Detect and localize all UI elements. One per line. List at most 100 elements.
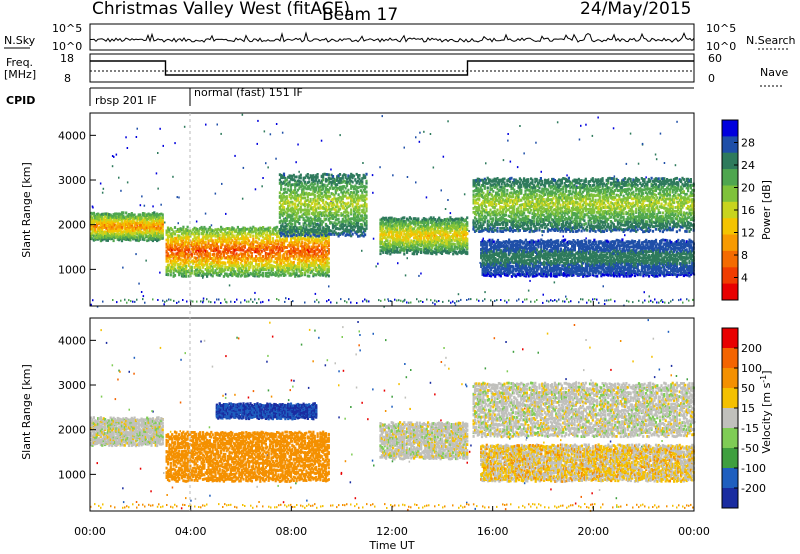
noise-point	[178, 222, 180, 224]
echo-cell	[296, 226, 298, 229]
echo-cell	[294, 203, 296, 206]
clutter-point	[506, 301, 508, 303]
echo-cell	[284, 274, 286, 277]
clutter-point	[142, 298, 144, 300]
clutter-point	[116, 301, 118, 303]
clutter-point	[278, 299, 280, 301]
echo-cell	[276, 226, 278, 229]
noise-point	[415, 136, 417, 138]
echo-cell	[191, 272, 193, 275]
noise-point	[184, 126, 186, 128]
echo-cell	[352, 195, 354, 198]
clutter-point	[292, 300, 294, 302]
echo-cell	[310, 235, 312, 238]
echo-cell	[403, 253, 405, 256]
clutter-point	[558, 299, 560, 301]
echo-cell	[342, 177, 344, 180]
cpid-label: CPID	[6, 94, 35, 107]
echo-cell	[258, 238, 260, 241]
station-title: Christmas Valley West (fitACF)	[92, 0, 350, 19]
echo-cell	[304, 181, 306, 184]
noise-point	[483, 238, 485, 240]
noise-point	[136, 136, 138, 138]
clutter-point	[692, 299, 694, 301]
clutter-point	[548, 301, 550, 303]
nsearch-axis-top: 10^5	[706, 22, 736, 35]
freq-axis-bottom: 8	[64, 72, 71, 85]
echo-cell	[199, 266, 201, 269]
clutter-point	[226, 301, 228, 303]
echo-cell	[338, 193, 340, 196]
clutter-point	[420, 300, 422, 302]
clutter-point	[268, 299, 270, 301]
clutter-point	[504, 300, 506, 302]
clutter-point	[578, 301, 580, 303]
clutter-point	[346, 301, 348, 303]
echo-cell	[122, 211, 124, 214]
echo-cell	[364, 233, 366, 236]
clutter-point	[364, 299, 366, 301]
noise-point	[243, 167, 245, 169]
echo-cell	[345, 174, 347, 177]
echo-cell	[171, 235, 173, 238]
echo-cell	[403, 216, 405, 219]
noise-point	[242, 198, 244, 200]
noise-point	[267, 166, 269, 168]
noise-point	[276, 123, 278, 125]
clutter-point	[478, 300, 480, 302]
echo-cell	[254, 266, 256, 269]
clutter-point	[182, 299, 184, 301]
echo-cell	[249, 234, 251, 237]
echo-cell	[279, 216, 281, 219]
noise-point	[141, 291, 143, 293]
noise-point	[215, 193, 217, 195]
echo-cell	[191, 266, 193, 269]
clutter-point	[658, 302, 660, 304]
clutter-point	[144, 302, 146, 304]
noise-point	[297, 144, 299, 146]
echo-cell	[365, 215, 367, 218]
echo-cell	[322, 199, 324, 202]
clutter-point	[220, 302, 222, 304]
echo-cell	[301, 272, 303, 275]
echo-cell	[325, 251, 327, 254]
echo-cell	[314, 264, 316, 267]
echo-cell	[328, 270, 330, 273]
noise-point	[675, 164, 677, 166]
echo-cell	[382, 251, 384, 254]
noise-point	[141, 195, 143, 197]
echo-cell	[365, 180, 367, 183]
echo-cell	[233, 267, 235, 270]
echo-cell	[174, 226, 176, 229]
echo-cell	[353, 229, 355, 232]
echo-cell	[365, 203, 367, 206]
clutter-point	[418, 301, 420, 303]
noise-point	[145, 260, 147, 262]
clutter-point	[508, 299, 510, 301]
echo-cell	[335, 192, 337, 195]
noise-point	[221, 183, 223, 185]
noise-point	[362, 162, 364, 164]
echo-cell	[307, 173, 309, 176]
echo-cell	[310, 241, 312, 244]
noise-point	[137, 128, 139, 130]
echo-cell	[357, 190, 359, 193]
clutter-point	[284, 301, 286, 303]
clutter-point	[398, 299, 400, 301]
echo-cell	[314, 212, 316, 215]
clutter-point	[678, 299, 680, 301]
clutter-point	[660, 300, 662, 302]
echo-cell	[280, 187, 282, 190]
clutter-point	[166, 300, 168, 302]
echo-cell	[365, 198, 367, 201]
echo-cell	[162, 213, 164, 216]
echo-cell	[297, 246, 299, 249]
noise-point	[140, 204, 142, 206]
clutter-point	[570, 300, 572, 302]
echo-cell	[224, 262, 226, 265]
echo-cell	[294, 223, 296, 226]
echo-cell	[272, 237, 274, 240]
noise-point	[638, 163, 640, 165]
noise-point	[143, 295, 145, 297]
